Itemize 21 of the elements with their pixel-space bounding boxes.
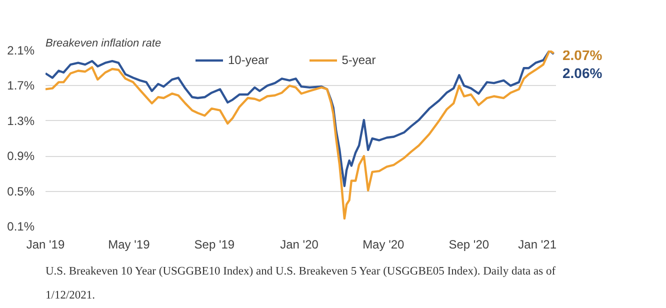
y-tick-label: 2.1%	[7, 44, 35, 58]
x-tick-label: Sep '20	[448, 238, 490, 252]
x-tick-label: Jan '20	[280, 238, 319, 252]
y-tick-label: 0.5%	[7, 184, 35, 198]
y-tick-label: 0.9%	[7, 149, 35, 164]
y-axis-title: Breakeven inflation rate	[46, 38, 162, 50]
x-tick-label: Jan '21	[518, 238, 557, 252]
x-tick-label: May '20	[362, 238, 405, 252]
legend-label: 5-year	[342, 53, 376, 67]
line-series	[46, 50, 555, 220]
x-tick-label: Jan '19	[26, 238, 65, 252]
line-series	[46, 50, 555, 188]
legend-label: 10-year	[228, 53, 269, 67]
y-tick-label: 1.7%	[7, 78, 35, 93]
text: U.S. Breakeven 10 Year (USGGBE10 Index) and U.S. Breakeven 5 Year (USGGBE05 Index). Daily data as of 1/12/2021.	[46, 266, 556, 302]
x-tick-label: Sep '19	[194, 238, 235, 252]
annotation: 2.07%	[562, 47, 603, 64]
y-tick-label: 1.3%	[7, 114, 35, 128]
x-tick-label: May '19	[108, 238, 150, 252]
annotation: 2.06%	[562, 65, 603, 82]
y-tick-label: 0.1%	[7, 220, 35, 234]
